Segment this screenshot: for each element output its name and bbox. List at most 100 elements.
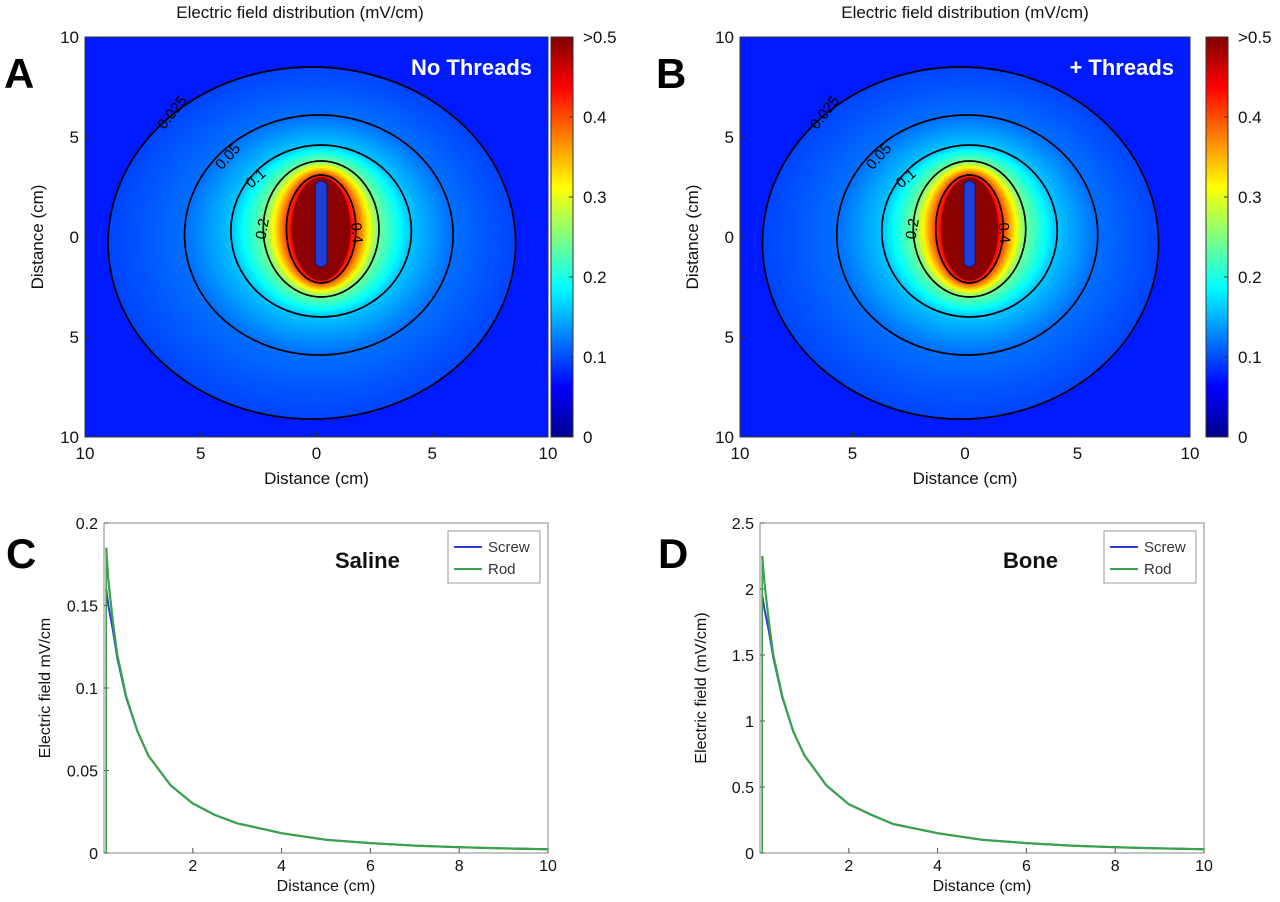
y-tick-label: 5 bbox=[725, 128, 734, 147]
x-tick-label: 0 bbox=[960, 444, 969, 463]
legend-box bbox=[447, 530, 541, 584]
x-tick-label: 5 bbox=[1073, 444, 1082, 463]
x-axis-label: Distance (cm) bbox=[913, 469, 1018, 488]
colorbar-tick-label: 0.1 bbox=[583, 348, 607, 367]
x-tick-label: 8 bbox=[455, 858, 464, 875]
legend-label-rod: Rod bbox=[1144, 561, 1172, 578]
colorbar-tick-label: 0.1 bbox=[1238, 348, 1262, 367]
medium-label: Saline bbox=[335, 548, 400, 573]
y-axis-label: Distance (cm) bbox=[28, 185, 47, 290]
x-tick-label: 5 bbox=[196, 444, 205, 463]
x-tick-label: 4 bbox=[933, 858, 942, 875]
colorbar bbox=[1205, 36, 1229, 438]
x-tick-label: 6 bbox=[1022, 858, 1031, 875]
y-tick-label: 5 bbox=[725, 328, 734, 347]
x-tick-label: 10 bbox=[731, 444, 750, 463]
x-tick-label: 2 bbox=[188, 858, 197, 875]
y-tick-label: 0 bbox=[70, 228, 79, 247]
y-tick-label: 0 bbox=[725, 228, 734, 247]
colorbar-tick-label: 0.2 bbox=[583, 268, 607, 287]
y-tick-label: 1.5 bbox=[732, 648, 754, 665]
legend-label-screw: Screw bbox=[1144, 539, 1186, 556]
y-tick-label: 0.15 bbox=[67, 599, 98, 616]
colorbar-tick-label: 0.3 bbox=[1238, 188, 1262, 207]
x-tick-label: 10 bbox=[1195, 858, 1213, 875]
legend-label-screw: Screw bbox=[488, 539, 530, 556]
y-tick-label: 10 bbox=[60, 428, 79, 447]
y-tick-label: 5 bbox=[70, 328, 79, 347]
x-tick-label: 10 bbox=[76, 444, 95, 463]
contour-line-0-05 bbox=[183, 114, 454, 356]
y-tick-label: 0.2 bbox=[76, 516, 98, 533]
x-tick-label: 6 bbox=[366, 858, 375, 875]
y-tick-label: 0.1 bbox=[76, 681, 98, 698]
x-axis-label: Distance (cm) bbox=[933, 878, 1032, 895]
x-axis-label: Distance (cm) bbox=[264, 469, 369, 488]
y-tick-label: 0 bbox=[745, 846, 754, 863]
panel-b-title: Electric field distribution (mV/cm) bbox=[841, 3, 1089, 22]
heatmap-bands bbox=[107, 66, 517, 420]
x-tick-label: 0 bbox=[312, 444, 321, 463]
colorbar-tick-label: 0.3 bbox=[583, 188, 607, 207]
x-tick-label: 10 bbox=[539, 858, 557, 875]
y-tick-label: 0.05 bbox=[67, 764, 98, 781]
contour-line-0-1 bbox=[229, 144, 413, 318]
medium-label: Bone bbox=[1003, 548, 1058, 573]
colorbar-tick-label: 0.4 bbox=[583, 108, 607, 127]
y-tick-label: 10 bbox=[715, 28, 734, 47]
inset-label: No Threads bbox=[411, 55, 532, 80]
colorbar-tick-label: >0.5 bbox=[1238, 28, 1272, 47]
panel-b: B Electric field distribution (mV/cm) 0.… bbox=[656, 3, 1272, 488]
contour-line-0-4 bbox=[934, 174, 1005, 284]
y-axis-label: Distance (cm) bbox=[683, 185, 702, 290]
panel-b-letter: B bbox=[656, 50, 686, 97]
series-line-rod bbox=[105, 547, 549, 851]
y-tick-label: 5 bbox=[70, 128, 79, 147]
y-tick-label: 1 bbox=[745, 714, 754, 731]
contour-line-0-2 bbox=[912, 160, 1027, 298]
panel-a-title: Electric field distribution (mV/cm) bbox=[176, 3, 424, 22]
y-tick-label: 2 bbox=[745, 582, 754, 599]
colorbar-tick-label: 0.4 bbox=[1238, 108, 1262, 127]
x-tick-label: 10 bbox=[1181, 444, 1200, 463]
panel-d-letter: D bbox=[658, 530, 688, 577]
contour-label: 0.4 bbox=[994, 222, 1013, 244]
y-tick-label: 10 bbox=[715, 428, 734, 447]
y-tick-label: 0 bbox=[89, 846, 98, 863]
contour-label: 0.4 bbox=[347, 222, 366, 244]
y-tick-label: 0.5 bbox=[732, 780, 754, 797]
inset-label: + Threads bbox=[1069, 55, 1174, 80]
x-axis-label: Distance (cm) bbox=[277, 878, 376, 895]
colorbar-tick-label: 0 bbox=[1238, 428, 1247, 447]
x-tick-label: 5 bbox=[848, 444, 857, 463]
y-tick-label: 2.5 bbox=[732, 516, 754, 533]
contour-label: 0.2 bbox=[253, 217, 273, 240]
legend-label-rod: Rod bbox=[488, 561, 516, 578]
y-tick-label: 10 bbox=[60, 28, 79, 47]
colorbar-tick-label: >0.5 bbox=[583, 28, 617, 47]
colorbar-tick-label: 0.2 bbox=[1238, 268, 1262, 287]
x-tick-label: 2 bbox=[844, 858, 853, 875]
y-axis-label: Electric field mV/cm bbox=[37, 618, 54, 758]
x-tick-label: 10 bbox=[539, 444, 558, 463]
y-axis-label: Electric field (mV/cm) bbox=[693, 612, 710, 763]
panel-a: A Electric field distribution (mV/cm) 0.… bbox=[4, 3, 617, 488]
panel-d: D 2 4 6 8 10 0 0.5 1 1.5 2 2.5 Distance (cm) Electri… bbox=[658, 516, 1213, 895]
x-tick-label: 4 bbox=[277, 858, 286, 875]
legend-box bbox=[1103, 530, 1197, 584]
contour-line-0-025 bbox=[107, 66, 517, 420]
panel-c: C 2 4 6 8 10 0 0.05 0.1 0.15 0.2 Distance (cm) Elec… bbox=[6, 516, 557, 895]
contour-label: 0.2 bbox=[903, 217, 923, 240]
contour-line-0-4 bbox=[285, 174, 357, 284]
colorbar-tick-label: 0 bbox=[583, 428, 592, 447]
contour-line-0-025 bbox=[761, 66, 1160, 420]
contour-line-0-1 bbox=[880, 144, 1059, 318]
contour-line-0-05 bbox=[835, 114, 1099, 356]
series-line-rod bbox=[761, 555, 1205, 851]
electrode bbox=[314, 180, 328, 268]
colorbar bbox=[550, 36, 574, 438]
x-tick-label: 8 bbox=[1111, 858, 1120, 875]
panel-a-letter: A bbox=[4, 50, 34, 97]
x-tick-label: 5 bbox=[428, 444, 437, 463]
